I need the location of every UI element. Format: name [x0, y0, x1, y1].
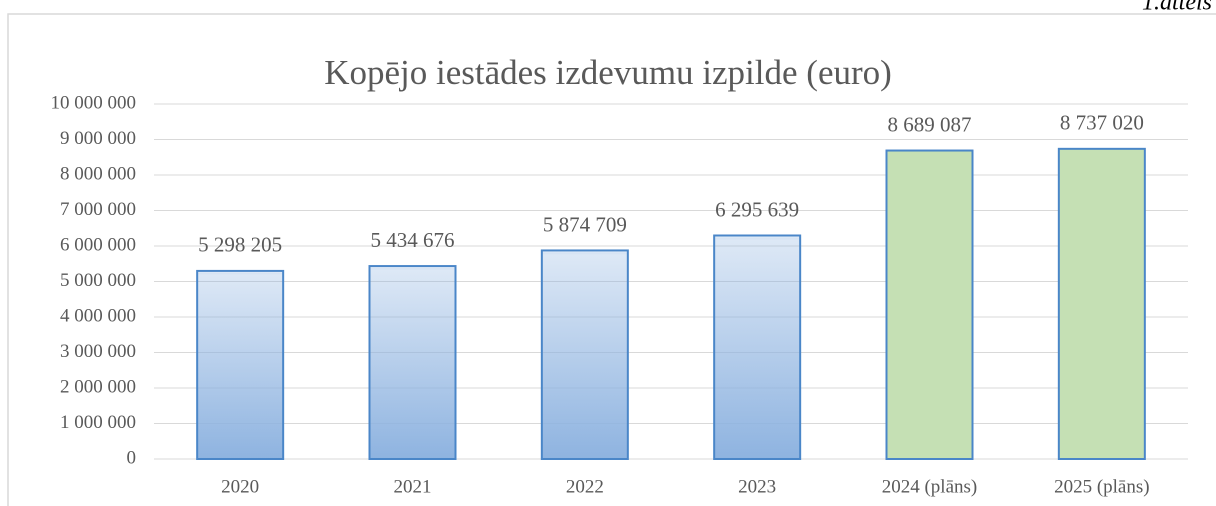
bar — [540, 249, 629, 460]
x-tick-label: 2020 — [221, 476, 259, 497]
y-tick-label: 6 000 000 — [60, 234, 136, 255]
y-tick-label: 1 000 000 — [60, 412, 136, 433]
bar — [368, 265, 457, 460]
value-label: 5 434 676 — [371, 228, 455, 252]
value-label: 5 298 205 — [198, 233, 282, 257]
value-label: 5 874 709 — [543, 212, 627, 236]
bar — [713, 234, 802, 460]
caption: 1.attēls — [1142, 0, 1212, 16]
x-tick-label: 2022 — [566, 476, 604, 497]
y-tick-label: 3 000 000 — [60, 341, 136, 362]
x-tick-label: 2024 (plāns) — [882, 476, 978, 497]
x-tick-label: 2023 — [738, 476, 776, 497]
y-tick-label: 8 000 000 — [60, 163, 136, 184]
y-tick-label: 4 000 000 — [60, 305, 136, 326]
y-tick-label: 2 000 000 — [60, 376, 136, 397]
bar — [885, 149, 974, 460]
value-label: 8 689 087 — [888, 112, 972, 136]
value-label: 6 295 639 — [715, 197, 799, 221]
y-tick-label: 10 000 000 — [51, 92, 137, 113]
y-tick-label: 9 000 000 — [60, 128, 136, 149]
y-tick-label: 5 000 000 — [60, 270, 136, 291]
y-tick-label: 0 — [127, 447, 137, 468]
bar — [196, 269, 285, 460]
y-tick-label: 7 000 000 — [60, 199, 136, 220]
chart-frame — [7, 13, 1216, 506]
bar — [1057, 147, 1146, 460]
chart-title: Kopējo iestādes izdevumu izpilde (euro) — [324, 53, 892, 92]
x-tick-label: 2025 (plāns) — [1054, 476, 1150, 497]
x-tick-label: 2021 — [394, 476, 432, 497]
value-label: 8 737 020 — [1060, 111, 1144, 135]
